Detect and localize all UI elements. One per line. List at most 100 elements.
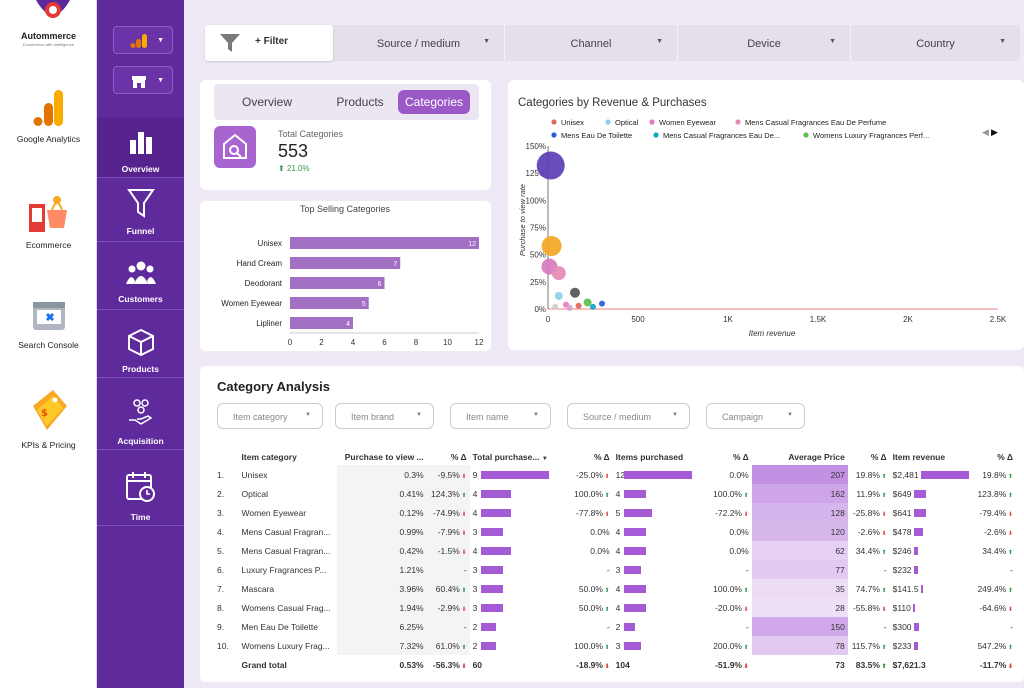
cell-bar — [623, 490, 647, 499]
store-selector[interactable]: ▼ — [113, 66, 173, 94]
table-row[interactable]: 2. Optical 0.41% 124.3% ⬆ 4 100.0% ⬆ 4 100.0% ⬆… — [214, 484, 1016, 503]
category-table: Item category Purchase to view ... % Δ T… — [214, 448, 1016, 674]
column-header[interactable]: % Δ — [593, 451, 610, 462]
campaign-filter[interactable]: Campaign ▼ — [706, 403, 805, 429]
nav-item-acquisition[interactable]: Acquisition — [97, 380, 184, 450]
nav-item-time[interactable]: Time — [97, 452, 184, 526]
app-label: Search Console — [18, 340, 79, 350]
item-revenue-cell: $641 — [890, 503, 974, 522]
app-kpis-pricing[interactable]: $ KPIs & Pricing — [0, 386, 97, 450]
table-row[interactable]: 4. Mens Casual Fragran... 0.99% -7.9% ⬇ 3 0.0… — [214, 522, 1016, 541]
cell-bar — [913, 528, 923, 537]
column-header[interactable]: Purchase to view ... — [344, 451, 424, 462]
column-header[interactable]: % Δ — [732, 451, 749, 462]
items-purchased-cell: 4 — [613, 579, 709, 598]
cell-value: $110 — [892, 602, 911, 613]
purchase-to-view-cell: 7.32% — [336, 636, 427, 655]
delta-value: 0.0% — [729, 469, 749, 480]
arrow-down-icon: ⬇ — [602, 663, 610, 670]
kpi-title: Total Categories — [278, 129, 344, 139]
cell-bar — [623, 471, 692, 480]
delta-cell-content: -74.9% ⬇ — [433, 508, 467, 518]
item-revenue-delta-cell: -2.6% ⬇ — [973, 522, 1016, 541]
app-google-analytics[interactable]: Google Analytics — [0, 88, 97, 144]
nav-item-products[interactable]: Products — [97, 312, 184, 378]
total-purchases-cell: 60 — [472, 659, 483, 670]
nav-item-customers[interactable]: Customers — [97, 244, 184, 310]
total-purchases-cell: 3 — [470, 579, 568, 598]
sort-desc-icon: ▼ — [541, 455, 548, 462]
total-purchases-cell: 9 — [470, 465, 568, 484]
kpi-value: 553 — [278, 141, 309, 161]
analytics-account-selector[interactable]: ▼ — [113, 26, 173, 54]
cell-bar — [480, 604, 504, 613]
scatter-point — [570, 287, 580, 298]
chevron-down-icon: ▼ — [416, 412, 422, 418]
column-header[interactable]: % Δ — [870, 451, 887, 462]
total-purchases-delta-cell: 0.0% — [568, 522, 613, 541]
table-row[interactable]: 10. Womens Luxury Frag... 7.32% 61.0% ⬆ 2 100… — [214, 636, 1016, 655]
arrow-up-icon: ⬆ — [602, 606, 610, 613]
tab-categories[interactable]: Categories — [398, 90, 470, 114]
tab-overview[interactable]: Overview — [241, 95, 292, 109]
nav-item-funnel[interactable]: Funnel — [97, 180, 184, 242]
delta-value: -79.4% — [979, 507, 1007, 518]
table-row[interactable]: 1. Unisex 0.3% -9.5% ⬇ 9 -25.0% ⬇ 12 0.0% 207 19.… — [214, 465, 1016, 484]
delta-value: 124.3% — [431, 488, 460, 499]
cell-value: 3 — [472, 602, 478, 613]
channel-dropdown[interactable]: Channel ▼ — [505, 25, 678, 61]
nav-item-overview[interactable]: Overview — [97, 118, 184, 178]
app-search-console[interactable]: Search Console — [0, 296, 97, 350]
cell-bar — [480, 585, 504, 594]
row-index: 3. — [217, 507, 225, 518]
table-row[interactable]: 5. Mens Casual Fragran... 0.42% -1.5% ⬇ 4 0.0… — [214, 541, 1016, 560]
column-header[interactable]: Item revenue — [892, 451, 946, 462]
source-medium-dropdown[interactable]: Source / medium ▼ — [333, 25, 505, 61]
purchase-to-view-delta-cell: 124.3% ⬆ — [426, 484, 470, 503]
cell-value: 12 — [615, 469, 626, 480]
report-nav: ▼ ▼ Overview Funnel Customer — [97, 0, 184, 688]
delta-value: 115.7% — [851, 640, 880, 651]
calendar-clock-icon — [125, 472, 155, 502]
device-dropdown[interactable]: Device ▼ — [678, 25, 851, 61]
legend-label: Unisex — [561, 118, 584, 127]
table-row[interactable]: 9. Men Eau De Toilette 6.25% -2-2-150- $300- — [214, 617, 1016, 636]
delta-value: -77.8% — [576, 507, 603, 518]
column-header[interactable]: Item category — [241, 451, 297, 462]
app-ecommerce[interactable]: Ecommerce — [0, 194, 97, 250]
purchase-to-view-cell: 6.25% — [336, 617, 427, 636]
add-filter-button[interactable]: + Filter — [205, 25, 333, 61]
average-price-cell: 73 — [835, 659, 845, 670]
column-header[interactable]: Average Price — [788, 451, 845, 462]
chip-label: Source / medium — [583, 412, 652, 422]
arrow-up-icon: ⬆ — [742, 587, 749, 594]
delta-cell-content: 100.0% ⬆ — [713, 489, 749, 499]
column-header[interactable]: Total purchase... ▼ — [470, 448, 568, 465]
average-price-delta-cell: 34.4% ⬆ — [848, 541, 890, 560]
dropdown-label: Source / medium — [376, 38, 461, 50]
delta-value: -25.8% — [852, 507, 880, 518]
tab-products[interactable]: Products — [336, 95, 384, 109]
table-row[interactable]: 3. Women Eyewear 0.12% -74.9% ⬇ 4 -77.8% ⬇ 5 -7… — [214, 503, 1016, 522]
column-header[interactable]: % Δ — [450, 451, 467, 462]
delta-cell-content: 60.4% ⬆ — [436, 584, 467, 594]
item-name-filter[interactable]: Item name ▼ — [450, 403, 551, 429]
column-header[interactable]: Items purchased — [615, 451, 684, 462]
table-row[interactable]: 7. Mascara 3.96% 60.4% ⬆ 3 50.0% ⬆ 4 100.0% ⬆ 35… — [214, 579, 1016, 598]
item-brand-filter[interactable]: Item brand ▼ — [335, 403, 434, 429]
legend-next-icon[interactable]: ▶ — [991, 128, 998, 138]
legend-prev-icon[interactable]: ◀ — [982, 128, 989, 138]
item-category-cell: Unisex — [241, 469, 268, 480]
delta-cell-content: - — [607, 565, 610, 575]
total-purchases-cell: 4 — [470, 484, 568, 503]
table-row[interactable]: 6. Luxury Fragrances P... 1.21% -3-3-77- $23… — [214, 560, 1016, 579]
table-row[interactable]: 8. Womens Casual Frag... 1.94% -2.9% ⬇ 3 50.0… — [214, 598, 1016, 617]
average-price-cell: 150 — [751, 617, 848, 636]
item-category-filter[interactable]: Item category ▼ — [217, 403, 323, 429]
delta-value: -2.6% — [857, 526, 880, 537]
country-dropdown[interactable]: Country ▼ — [851, 25, 1020, 61]
delta-value: -11.7% — [979, 659, 1007, 670]
source-medium-filter[interactable]: Source / medium ▼ — [567, 403, 690, 429]
column-header[interactable]: % Δ — [997, 451, 1013, 462]
average-price-delta-cell: - — [848, 617, 890, 636]
